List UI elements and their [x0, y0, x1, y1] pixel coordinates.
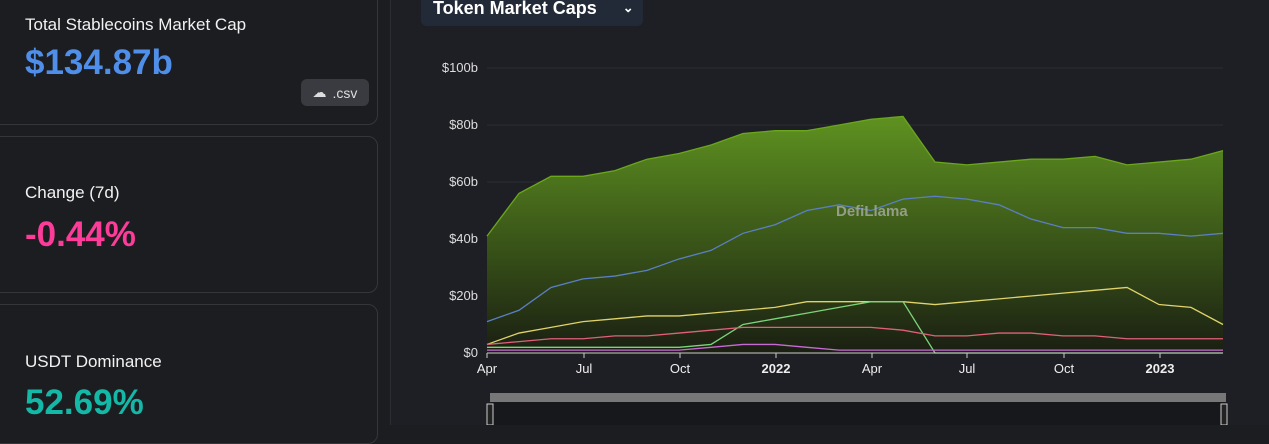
- x-tick-label: 2023: [1146, 361, 1175, 376]
- brush-bar[interactable]: [490, 393, 1226, 402]
- total-mcap-value: $134.87b: [25, 43, 173, 82]
- csv-label: .csv: [332, 84, 358, 101]
- series-line-2: [486, 286, 1224, 346]
- chevron-down-icon: ⌄: [622, 0, 634, 15]
- series-line-1: [486, 195, 1224, 323]
- series-line-0: [486, 115, 1224, 237]
- x-tick-label: Jul: [576, 361, 593, 376]
- dominance-value: 52.69%: [25, 383, 144, 422]
- y-tick-label: $60b: [449, 174, 478, 189]
- y-tick-label: $80b: [449, 117, 478, 132]
- cloud-download-icon: ☁: [312, 84, 327, 100]
- series-line-4: [486, 326, 1223, 346]
- x-tick-label: 2022: [762, 361, 791, 376]
- y-tick-label: $20b: [449, 288, 478, 303]
- x-tick-label: Jul: [959, 361, 976, 376]
- y-tick-label: $40b: [449, 231, 478, 246]
- brush-handle-right[interactable]: [1220, 403, 1228, 425]
- dominance-label: USDT Dominance: [25, 352, 162, 371]
- market-cap-chart: $0 $20b $40b $60b $80b $100b Apr Jul Oct 2022 Apr J…: [442, 60, 1228, 425]
- zoom-brush[interactable]: [486, 393, 1228, 425]
- total-mcap-card: Total Stablecoins Market Cap $134.87b ☁.…: [0, 0, 378, 125]
- y-tick-label: $0: [464, 345, 478, 360]
- dropdown-label: Token Market Caps: [433, 0, 597, 18]
- change-label: Change (7d): [25, 183, 120, 202]
- watermark: DefiLlama: [836, 203, 908, 220]
- x-tick-label: Apr: [862, 361, 883, 376]
- x-tick-label: Oct: [1054, 361, 1075, 376]
- change-value: -0.44%: [25, 215, 136, 254]
- y-tick-label: $100b: [442, 60, 478, 75]
- series-line-5: [487, 343, 1223, 351]
- download-csv-button[interactable]: ☁ .csv: [301, 79, 369, 106]
- change-card: Change (7d) -0.44%: [0, 136, 378, 293]
- x-tick-label: Oct: [670, 361, 691, 376]
- series-area-0: [487, 116, 1223, 353]
- brush-handle-left[interactable]: [486, 403, 494, 425]
- token-market-caps-dropdown[interactable]: Token Market Caps ⌄: [421, 0, 643, 26]
- total-mcap-label: Total Stablecoins Market Cap: [25, 15, 247, 34]
- x-tick-label: Apr: [477, 361, 498, 376]
- dominance-card: USDT Dominance 52.69%: [0, 304, 378, 444]
